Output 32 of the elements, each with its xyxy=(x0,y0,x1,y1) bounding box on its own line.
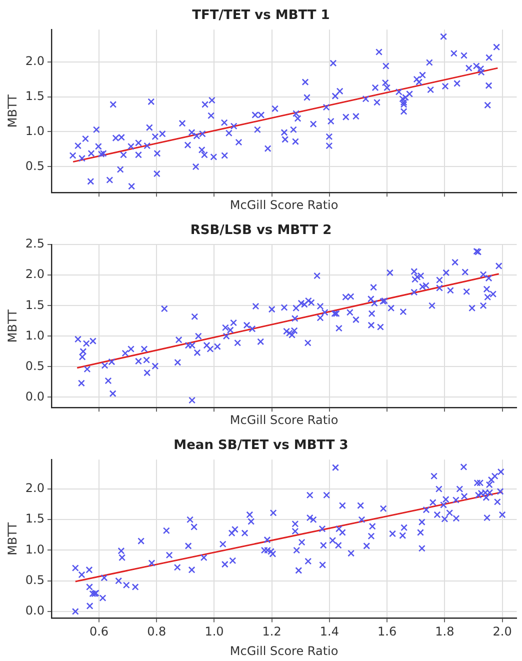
y-tick-label: 0.0 xyxy=(25,389,44,404)
x-tick-label: 0.8 xyxy=(147,624,166,639)
x-tick-label: 1.4 xyxy=(320,624,340,639)
chart-title: RSB/LSB vs MBTT 2 xyxy=(190,223,332,238)
y-tick-label: 1.5 xyxy=(25,298,44,312)
y-tick-label: 1.0 xyxy=(25,124,44,138)
chart-title: Mean SB/TET vs MBTT 3 xyxy=(174,438,348,454)
x-tick-label: 1.8 xyxy=(435,624,454,639)
chart-title: TFT/TET vs MBTT 1 xyxy=(192,8,330,24)
x-tick-label: 2.0 xyxy=(492,624,512,639)
y-tick-label: 0.0 xyxy=(25,604,44,618)
x-tick-label: 1.6 xyxy=(378,624,397,639)
y-tick-label: 2.5 xyxy=(25,236,44,251)
y-tick-label: 1.5 xyxy=(25,512,44,526)
y-tick-label: 0.5 xyxy=(25,572,44,587)
y-axis-title: MBTT xyxy=(5,94,20,128)
y-tick-label: 1.0 xyxy=(25,542,44,556)
y-tick-label: 1.0 xyxy=(25,328,44,342)
x-axis-title: McGill Score Ratio xyxy=(230,644,338,658)
y-tick-label: 2.0 xyxy=(25,481,44,496)
x-tick-label: 0.6 xyxy=(89,624,109,639)
y-axis-title: MBTT xyxy=(5,308,20,343)
x-tick-label: 1.0 xyxy=(204,624,224,639)
y-tick-label: 0.5 xyxy=(25,358,44,373)
x-tick-label: 1.2 xyxy=(262,624,282,639)
y-tick-label: 0.5 xyxy=(25,158,44,173)
y-tick-label: 2.0 xyxy=(25,54,44,68)
x-axis-title: McGill Score Ratio xyxy=(230,412,338,427)
y-tick-label: 1.5 xyxy=(25,88,44,103)
y-tick-label: 2.0 xyxy=(25,267,44,282)
x-axis-title: McGill Score Ratio xyxy=(230,198,338,212)
y-axis-title: MBTT xyxy=(5,522,20,556)
